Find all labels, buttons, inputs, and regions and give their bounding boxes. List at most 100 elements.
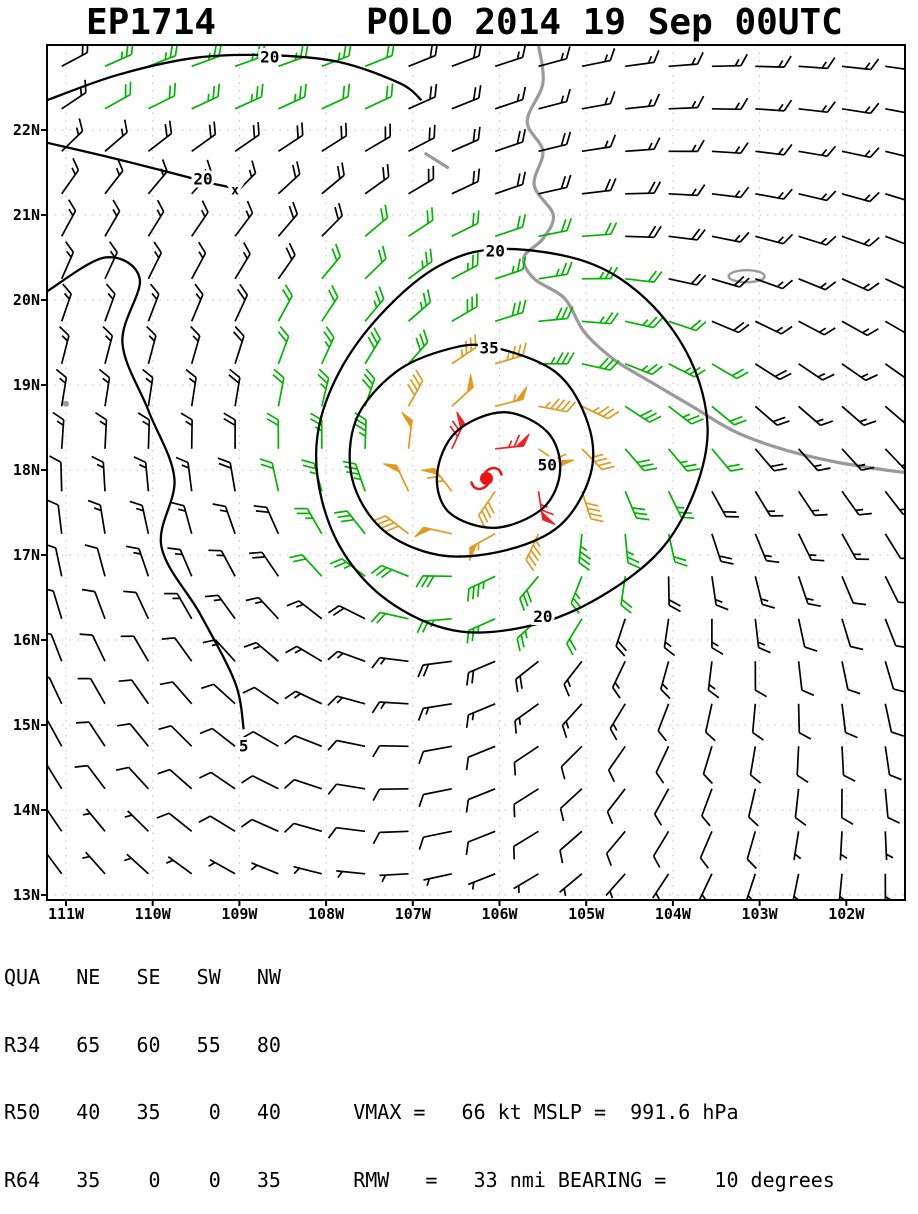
wind-barb — [625, 271, 662, 282]
wind-barb — [885, 236, 918, 246]
wind-barb — [669, 576, 681, 611]
wind-barb — [365, 164, 389, 194]
isotach-contour-layer — [47, 55, 708, 729]
wind-barb — [495, 387, 527, 407]
wind-barb — [755, 406, 789, 425]
wind-barb — [213, 504, 235, 534]
wind-barb — [162, 638, 192, 662]
wind-barb — [409, 289, 431, 321]
wind-barb — [322, 203, 342, 236]
wind-barb — [467, 661, 495, 685]
quadrant-header-row: QUA NE SE SW NW — [4, 966, 835, 989]
wind-barb — [842, 59, 879, 70]
wind-barb — [608, 789, 626, 824]
wind-barb — [658, 704, 668, 741]
wind-barb — [842, 236, 879, 246]
wind-barb — [105, 82, 131, 109]
wind-barb — [124, 854, 148, 874]
wind-barb — [799, 191, 836, 200]
wind-barb — [842, 103, 879, 113]
lon-tick-label: 111W — [48, 905, 85, 922]
wind-barb — [885, 831, 893, 860]
wind-barb — [468, 874, 495, 890]
wind-barb — [755, 145, 792, 155]
wind-barb — [209, 860, 236, 874]
wind-barb — [839, 874, 846, 903]
wind-barb — [157, 813, 192, 831]
wind-barb — [712, 449, 743, 471]
wind-barb — [712, 364, 748, 379]
wind-barb — [452, 169, 480, 194]
lon-tick-label: 109W — [221, 905, 258, 922]
wind-barb — [885, 874, 892, 903]
wind-barb — [96, 413, 107, 449]
wind-barb — [669, 449, 700, 471]
wind-barb — [582, 449, 615, 470]
wind-barb — [158, 770, 192, 789]
wind-barb — [105, 200, 120, 236]
wind-barb — [224, 413, 235, 449]
socorro-island — [63, 401, 69, 407]
wind-barb — [708, 661, 718, 698]
lat-tick-label: 21N — [13, 206, 40, 224]
lat-tick-label: 16N — [13, 631, 40, 649]
wind-barb — [278, 285, 292, 322]
wind-barb — [579, 534, 591, 570]
hurricane-dot — [480, 472, 493, 485]
wind-barb — [328, 651, 365, 661]
wind-barb — [92, 457, 105, 492]
wind-barb — [322, 123, 347, 152]
wind-barb — [793, 874, 800, 902]
wind-barb — [123, 591, 148, 619]
wind-barb — [625, 317, 662, 328]
wind-barb — [885, 60, 918, 70]
wind-barb — [235, 122, 259, 151]
wind-barb — [117, 724, 148, 747]
wind-barb — [452, 335, 476, 364]
wind-barb — [712, 98, 748, 109]
wind-barb — [244, 643, 278, 662]
wind-barb — [669, 320, 706, 330]
wind-barb — [669, 52, 704, 66]
wind-barb — [105, 159, 123, 194]
wind-barb — [424, 874, 452, 886]
wind-barb — [176, 458, 192, 492]
wind-barb — [171, 503, 191, 534]
wind-barb — [755, 56, 791, 67]
wind-barb — [885, 491, 916, 514]
wind-barb — [372, 658, 409, 668]
wind-barb — [373, 789, 408, 801]
wind-barb — [466, 831, 495, 855]
wind-barb — [885, 449, 918, 470]
wind-barb — [885, 576, 911, 603]
lon-tick-label: 106W — [481, 905, 518, 922]
wind-barb — [164, 594, 192, 619]
wind-barb — [609, 746, 626, 782]
wind-barb — [278, 243, 295, 279]
wind-barb — [842, 661, 860, 693]
lon-tick-label: 104W — [655, 905, 692, 922]
wind-barb — [192, 201, 208, 237]
wind-barb — [582, 406, 619, 418]
wind-barb — [328, 606, 365, 619]
wind-barb — [799, 661, 814, 695]
wind-barb — [712, 619, 723, 655]
wind-barb — [85, 545, 105, 576]
wind-barb — [415, 527, 452, 537]
wind-barb — [479, 491, 495, 527]
lon-tick-label: 107W — [395, 905, 432, 922]
wind-barb — [409, 207, 433, 236]
lon-tick-label: 105W — [568, 905, 605, 922]
wind-barb — [82, 852, 105, 874]
wind-barb — [218, 458, 235, 491]
wind-barb — [467, 746, 496, 770]
wind-barb — [409, 249, 432, 279]
wind-barb — [160, 682, 192, 704]
wind-barb — [885, 104, 918, 114]
wind-barb — [241, 820, 278, 832]
wind-barb — [885, 194, 918, 203]
wind-barb — [799, 619, 818, 651]
isotach-5 — [47, 257, 244, 729]
wind-barb — [842, 192, 879, 201]
wind-barb — [539, 175, 571, 194]
